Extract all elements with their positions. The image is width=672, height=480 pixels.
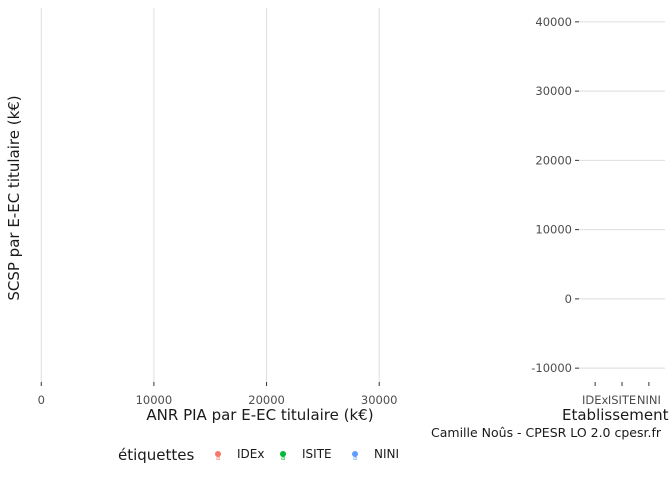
legend-title: étiquettes bbox=[118, 446, 195, 464]
legend-label-nini: NINI bbox=[374, 447, 399, 461]
side-y-tick-label: 10000 bbox=[535, 223, 572, 237]
main-x-tick-label: 30000 bbox=[361, 393, 398, 407]
side-y-tick-label: 0 bbox=[565, 292, 572, 306]
main-x-axis-ticks: 0 10000 20000 30000 bbox=[38, 382, 398, 407]
legend-label-isite: ISITE bbox=[302, 447, 332, 461]
legend-key-isite-glyph: a bbox=[281, 454, 285, 462]
legend-key-nini-glyph: a bbox=[353, 454, 357, 462]
side-panel-grid bbox=[579, 21, 665, 369]
legend: a IDEx a ISITE a NINI bbox=[215, 447, 399, 462]
legend-key-isite-point bbox=[280, 451, 286, 457]
side-x-axis-ticks: IDEx ISITE NINI bbox=[582, 382, 661, 407]
side-x-axis-title: Etablissement bbox=[562, 406, 669, 424]
side-y-tick-label: 20000 bbox=[535, 153, 572, 167]
main-panel-grid bbox=[40, 8, 380, 382]
side-x-tick-label: ISITE bbox=[608, 393, 636, 407]
side-x-tick-label: IDEx bbox=[582, 393, 609, 407]
main-x-axis-title: ANR PIA par E-EC titulaire (k€) bbox=[146, 406, 373, 424]
main-x-tick-label: 0 bbox=[38, 393, 45, 407]
side-y-tick-label: 30000 bbox=[535, 84, 572, 98]
legend-key-idex-point bbox=[215, 451, 221, 457]
legend-key-idex-glyph: a bbox=[216, 454, 220, 462]
side-y-tick-label: -10000 bbox=[531, 361, 572, 375]
caption: Camille Noûs - CPESR LO 2.0 cpesr.fr bbox=[431, 425, 662, 440]
main-x-tick-label: 20000 bbox=[248, 393, 285, 407]
side-y-tick-label: 40000 bbox=[535, 15, 572, 29]
legend-label-idex: IDEx bbox=[237, 447, 264, 461]
main-x-tick-label: 10000 bbox=[136, 393, 173, 407]
legend-key-nini-point bbox=[352, 451, 358, 457]
side-y-axis-ticks: 40000 30000 20000 10000 0 -10000 bbox=[531, 15, 579, 375]
side-x-tick-label: NINI bbox=[637, 393, 661, 407]
main-y-axis-title: SCSP par E-EC titulaire (k€) bbox=[5, 95, 23, 300]
